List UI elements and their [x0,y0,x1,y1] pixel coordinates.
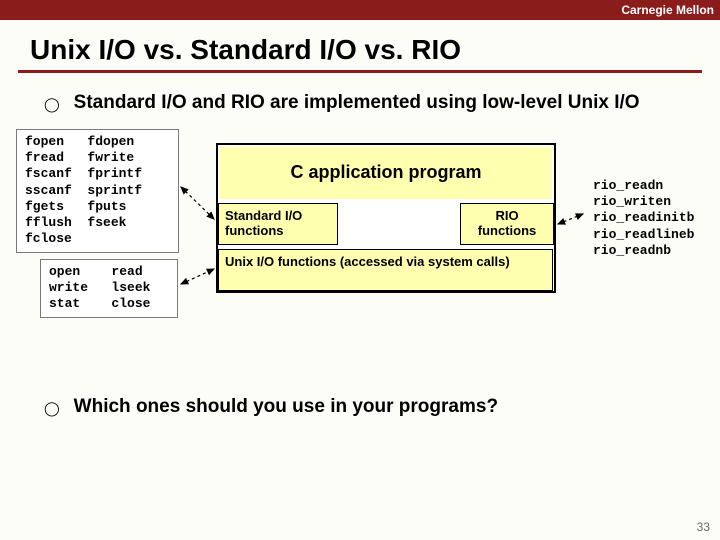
bullet-text-2: Which ones should you use in your progra… [74,395,498,419]
diagram-area: fopen fdopen fread fwrite fscanf fprintf… [0,129,720,379]
page-number: 33 [697,520,710,534]
bullet-text-1: Standard I/O and RIO are implemented usi… [74,91,640,115]
bullet-marker: ◯ [44,400,60,417]
bullet-marker: ◯ [44,96,60,113]
title-underline [18,70,702,73]
rio-box: RIO functions [460,203,554,245]
brand-text: Carnegie Mellon [621,3,714,17]
bullet-2: ◯ Which ones should you use in your prog… [44,395,720,419]
stdio-function-list: fopen fdopen fread fwrite fscanf fprintf… [16,129,179,253]
unixio-function-list: open read write lseek stat close [40,259,178,318]
rio-function-list: rio_readn rio_writen rio_readinitb rio_r… [585,174,703,263]
layered-diagram: C application program Standard I/O funct… [216,143,556,293]
app-band: C application program [220,147,552,199]
brand-bar: Carnegie Mellon [0,0,720,20]
stdio-box: Standard I/O functions [218,203,338,245]
unix-box: Unix I/O functions (accessed via system … [218,249,553,291]
bullet-1: ◯ Standard I/O and RIO are implemented u… [44,91,720,115]
slide-title: Unix I/O vs. Standard I/O vs. RIO [30,34,720,66]
app-label: C application program [290,162,481,183]
